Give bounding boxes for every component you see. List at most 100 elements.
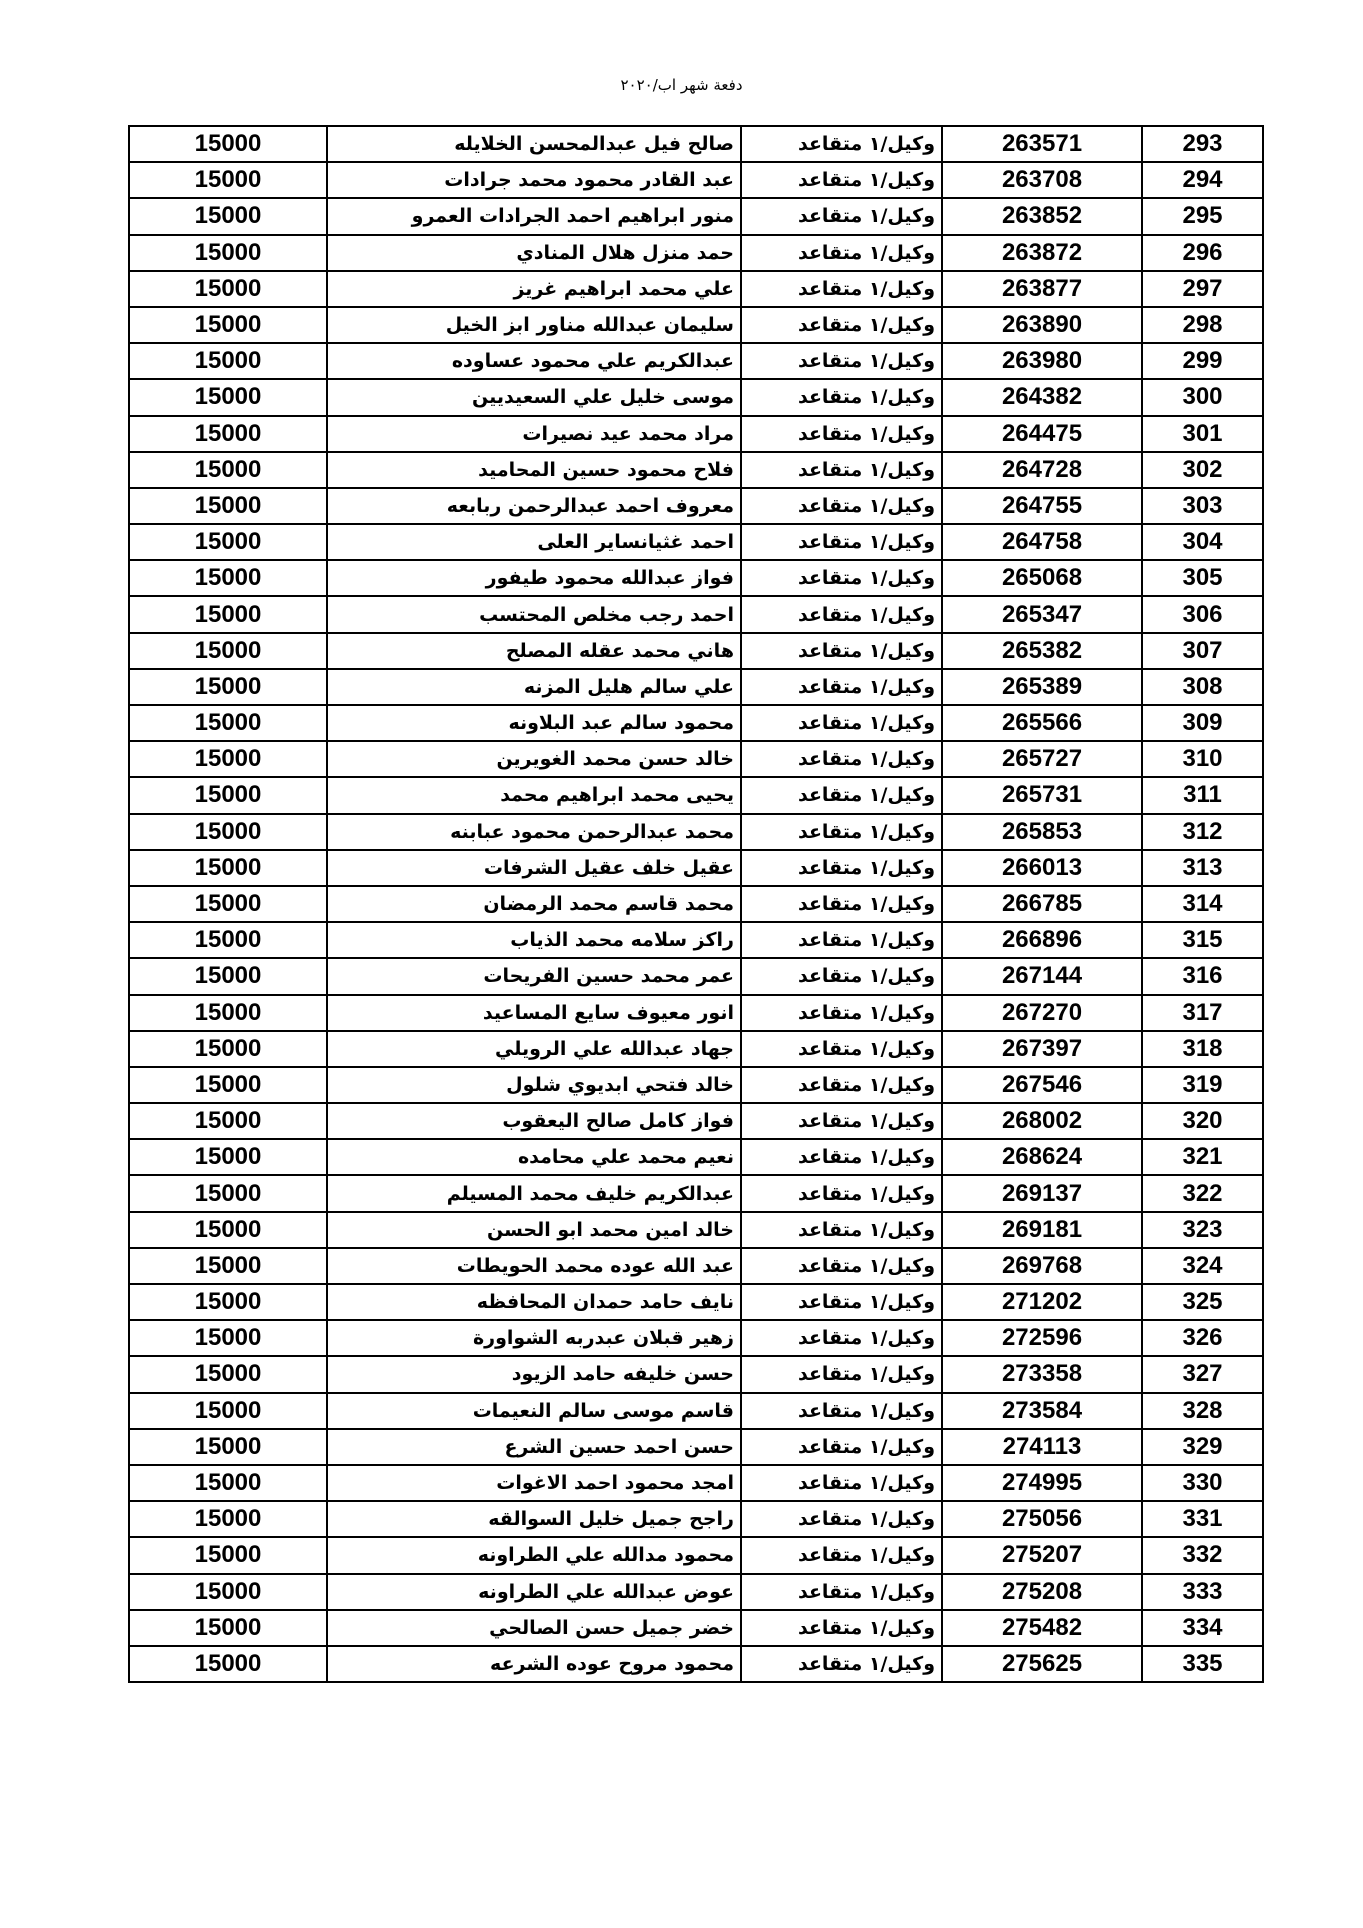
table-row: 305 265068 وكيل/١ متقاعد فواز عبدالله محمود… [128, 559, 1264, 598]
row-number-cell: 301 [1141, 414, 1264, 453]
row-number-cell: 304 [1141, 523, 1264, 562]
military-id-cell: 263877 [941, 269, 1143, 308]
amount-cell: 15000 [128, 884, 328, 924]
name-cell: فلاح محمود حسين المحاميد [326, 450, 742, 489]
name-cell: محمود سالم عبد البلاونه [326, 703, 742, 743]
military-id-cell: 263890 [941, 305, 1143, 345]
table-row: 295 263852 وكيل/١ متقاعد منور ابراهيم احمد … [128, 197, 1264, 236]
row-number-cell: 298 [1141, 305, 1264, 345]
military-id-cell: 264755 [941, 486, 1143, 526]
row-number-cell: 311 [1141, 776, 1264, 815]
military-id-cell: 264382 [941, 378, 1143, 417]
military-id-cell: 269768 [941, 1246, 1143, 1286]
military-id-cell: 267546 [941, 1065, 1143, 1105]
name-cell: عوض عبدالله علي الطراونه [326, 1572, 742, 1611]
name-cell: خالد حسن محمد الغويرين [326, 740, 742, 779]
rank-cell: وكيل/١ متقاعد [740, 1391, 943, 1430]
military-id-cell: 264758 [941, 523, 1143, 562]
table-row: 312 265853 وكيل/١ متقاعد محمد عبدالرحمن محم… [128, 812, 1264, 851]
table-row: 322 269137 وكيل/١ متقاعد عبدالكريم خليف محم… [128, 1174, 1264, 1213]
military-id-cell: 268624 [941, 1138, 1143, 1177]
row-number-cell: 305 [1141, 559, 1264, 598]
page-title: دفعة شهر اب/٢٠٢٠ [620, 76, 743, 94]
name-cell: معروف احمد عبدالرحمن ربابعه [326, 486, 742, 526]
rank-cell: وكيل/١ متقاعد [740, 523, 943, 562]
military-id-cell: 265382 [941, 631, 1143, 670]
amount-cell: 15000 [128, 631, 328, 670]
rank-cell: وكيل/١ متقاعد [740, 703, 943, 743]
rank-cell: وكيل/١ متقاعد [740, 667, 943, 707]
military-id-cell: 266013 [941, 848, 1143, 887]
amount-cell: 15000 [128, 1572, 328, 1611]
rank-cell: وكيل/١ متقاعد [740, 1427, 943, 1466]
military-id-cell: 265389 [941, 667, 1143, 707]
rank-cell: وكيل/١ متقاعد [740, 414, 943, 453]
row-number-cell: 297 [1141, 269, 1264, 308]
row-number-cell: 318 [1141, 1029, 1264, 1068]
row-number-cell: 294 [1141, 161, 1264, 200]
military-id-cell: 275207 [941, 1536, 1143, 1575]
row-number-cell: 334 [1141, 1608, 1264, 1647]
rank-cell: وكيل/١ متقاعد [740, 1282, 943, 1322]
amount-cell: 15000 [128, 450, 328, 489]
table-row: 315 266896 وكيل/١ متقاعد راكز سلامه محمد ال… [128, 921, 1264, 960]
name-cell: منور ابراهيم احمد الجرادات العمرو [326, 197, 742, 236]
military-id-cell: 267144 [941, 957, 1143, 996]
table-row: 303 264755 وكيل/١ متقاعد معروف احمد عبدالرح… [128, 486, 1264, 526]
name-cell: زهير قبلان عبدربه الشواورة [326, 1319, 742, 1358]
amount-cell: 15000 [128, 1246, 328, 1286]
table-row: 330 274995 وكيل/١ متقاعد امجد محمود احمد ال… [128, 1463, 1264, 1503]
rank-cell: وكيل/١ متقاعد [740, 1572, 943, 1611]
rank-cell: وكيل/١ متقاعد [740, 957, 943, 996]
name-cell: عبد الله عوده محمد الحويطات [326, 1246, 742, 1286]
rank-cell: وكيل/١ متقاعد [740, 1319, 943, 1358]
military-id-cell: 272596 [941, 1319, 1143, 1358]
rank-cell: وكيل/١ متقاعد [740, 1210, 943, 1249]
name-cell: جهاد عبدالله علي الرويلي [326, 1029, 742, 1068]
amount-cell: 15000 [128, 342, 328, 381]
row-number-cell: 331 [1141, 1500, 1264, 1539]
amount-cell: 15000 [128, 957, 328, 996]
name-cell: عبدالكريم علي محمود عساوده [326, 342, 742, 381]
table-row: 308 265389 وكيل/١ متقاعد علي سالم هليل المز… [128, 667, 1264, 707]
rank-cell: وكيل/١ متقاعد [740, 124, 943, 164]
amount-cell: 15000 [128, 921, 328, 960]
amount-cell: 15000 [128, 703, 328, 743]
name-cell: محمود مروح عوده الشرعه [326, 1644, 742, 1684]
military-id-cell: 265566 [941, 703, 1143, 743]
table-row: 302 264728 وكيل/١ متقاعد فلاح محمود حسين ال… [128, 450, 1264, 489]
name-cell: فواز عبدالله محمود طيفور [326, 559, 742, 598]
military-id-cell: 268002 [941, 1102, 1143, 1141]
row-number-cell: 316 [1141, 957, 1264, 996]
military-id-cell: 265853 [941, 812, 1143, 851]
military-id-cell: 275625 [941, 1644, 1143, 1684]
name-cell: احمد غثيانساير العلى [326, 523, 742, 562]
military-id-cell: 264728 [941, 450, 1143, 489]
table-row: 319 267546 وكيل/١ متقاعد خالد فتحي ابديوي ش… [128, 1065, 1264, 1105]
table-row: 299 263980 وكيل/١ متقاعد عبدالكريم علي محمو… [128, 342, 1264, 381]
row-number-cell: 306 [1141, 595, 1264, 634]
row-number-cell: 309 [1141, 703, 1264, 743]
table-row: 307 265382 وكيل/١ متقاعد هاني محمد عقله الم… [128, 631, 1264, 670]
rank-cell: وكيل/١ متقاعد [740, 197, 943, 236]
table-row: 298 263890 وكيل/١ متقاعد سليمان عبدالله منا… [128, 305, 1264, 345]
table-row: 328 273584 وكيل/١ متقاعد قاسم موسى سالم الن… [128, 1391, 1264, 1430]
rank-cell: وكيل/١ متقاعد [740, 1536, 943, 1575]
row-number-cell: 323 [1141, 1210, 1264, 1249]
row-number-cell: 319 [1141, 1065, 1264, 1105]
row-number-cell: 325 [1141, 1282, 1264, 1322]
amount-cell: 15000 [128, 1608, 328, 1647]
amount-cell: 15000 [128, 233, 328, 272]
row-number-cell: 314 [1141, 884, 1264, 924]
rank-cell: وكيل/١ متقاعد [740, 233, 943, 272]
amount-cell: 15000 [128, 124, 328, 164]
rank-cell: وكيل/١ متقاعد [740, 1463, 943, 1503]
row-number-cell: 328 [1141, 1391, 1264, 1430]
military-id-cell: 274995 [941, 1463, 1143, 1503]
military-id-cell: 275056 [941, 1500, 1143, 1539]
rank-cell: وكيل/١ متقاعد [740, 740, 943, 779]
name-cell: فواز كامل صالح اليعقوب [326, 1102, 742, 1141]
amount-cell: 15000 [128, 269, 328, 308]
amount-cell: 15000 [128, 1427, 328, 1466]
table-row: 296 263872 وكيل/١ متقاعد حمد منزل هلال المن… [128, 233, 1264, 272]
